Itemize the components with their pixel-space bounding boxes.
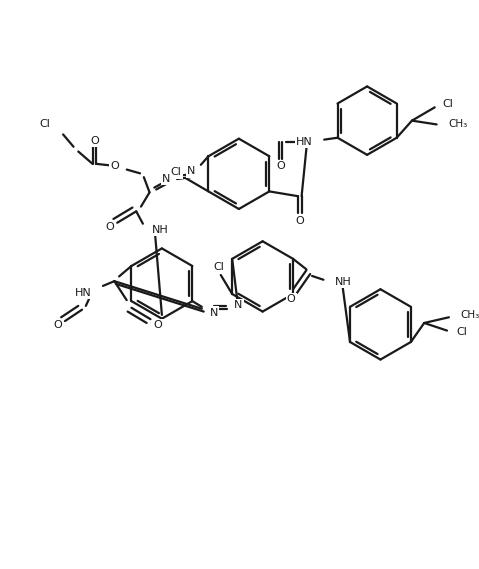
Text: CH₃: CH₃: [448, 119, 468, 129]
Text: N: N: [187, 167, 195, 176]
Text: O: O: [276, 161, 285, 171]
Text: O: O: [110, 161, 119, 171]
Text: O: O: [53, 320, 62, 330]
Text: N: N: [162, 174, 171, 184]
Text: NH: NH: [151, 225, 168, 236]
Text: Cl: Cl: [214, 262, 224, 273]
Text: O: O: [105, 221, 114, 232]
Text: O: O: [154, 320, 162, 330]
Text: O: O: [287, 294, 296, 304]
Text: Cl: Cl: [456, 328, 468, 337]
Text: N: N: [234, 300, 242, 310]
Text: O: O: [90, 136, 99, 146]
Text: NH: NH: [335, 277, 352, 287]
Text: O: O: [296, 216, 304, 226]
Text: Cl: Cl: [171, 167, 182, 178]
Text: HN: HN: [75, 287, 91, 298]
Text: N: N: [209, 307, 218, 318]
Text: Cl: Cl: [442, 98, 453, 109]
Text: CH₃: CH₃: [460, 310, 479, 320]
Text: Cl: Cl: [40, 119, 51, 129]
Text: HN: HN: [296, 137, 313, 147]
